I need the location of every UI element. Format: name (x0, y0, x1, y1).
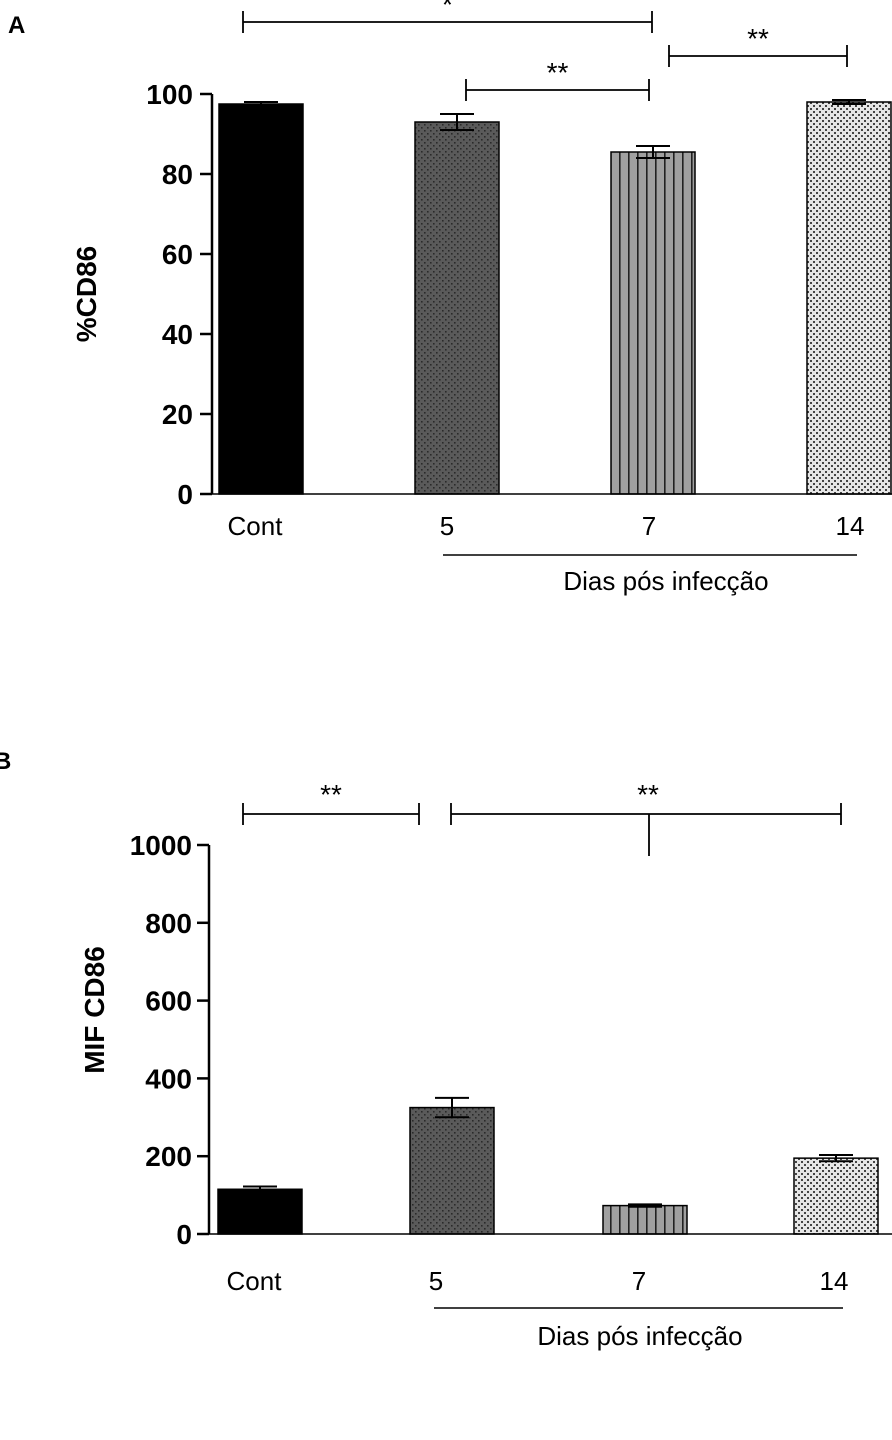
x-tick-label: 7 (642, 511, 656, 541)
y-tick-label: 0 (177, 479, 193, 510)
significance-label: ** (747, 23, 769, 54)
chart-a: 0 20 40 60 80 100 %CD86 Cont 5 7 14 Dias pós infecç… (71, 0, 892, 596)
y-tick-label: 200 (145, 1141, 192, 1172)
group-label: Dias pós infecção (563, 566, 768, 596)
y-tick-label: 0 (176, 1219, 192, 1250)
x-tick-label: 5 (429, 1266, 443, 1296)
significance-label: ** (547, 57, 569, 88)
significance-label: ** (320, 779, 342, 810)
x-tick-label: 7 (632, 1266, 646, 1296)
bar-5 (409, 1106, 495, 1235)
panel-letter-a: A (8, 12, 26, 39)
y-tick-label: 400 (145, 1063, 192, 1094)
x-tick-label: Cont (228, 511, 284, 541)
y-tick-label: 600 (145, 986, 192, 1017)
y-tick-label: 40 (162, 319, 193, 350)
chart-b: 0 200 400 600 800 1000 MIF CD86 Cont 5 7 14 Dias pó… (79, 779, 892, 1351)
panel-letter-b: B (0, 748, 12, 775)
significance-label: ** (637, 779, 659, 810)
x-tick-label: 14 (820, 1266, 849, 1296)
y-tick-label: 20 (162, 399, 193, 430)
y-axis-label: MIF CD86 (79, 946, 110, 1074)
x-tick-label: 14 (836, 511, 865, 541)
y-tick-label: 60 (162, 239, 193, 270)
x-tick-label: 5 (440, 511, 454, 541)
bar-Cont (218, 103, 304, 495)
y-tick-label: 1000 (130, 830, 192, 861)
significance-label: * (442, 0, 453, 20)
bar-14 (793, 1157, 879, 1235)
bar-5 (414, 121, 500, 495)
y-tick-label: 80 (162, 159, 193, 190)
y-tick-label: 100 (146, 79, 193, 110)
x-tick-label: Cont (227, 1266, 283, 1296)
group-label: Dias pós infecção (537, 1321, 742, 1351)
y-axis-label: %CD86 (71, 246, 102, 342)
bar-14 (806, 101, 892, 495)
bar-7 (610, 151, 696, 495)
bar-Cont (217, 1188, 303, 1235)
bar-7 (602, 1204, 688, 1235)
y-tick-label: 800 (145, 908, 192, 939)
